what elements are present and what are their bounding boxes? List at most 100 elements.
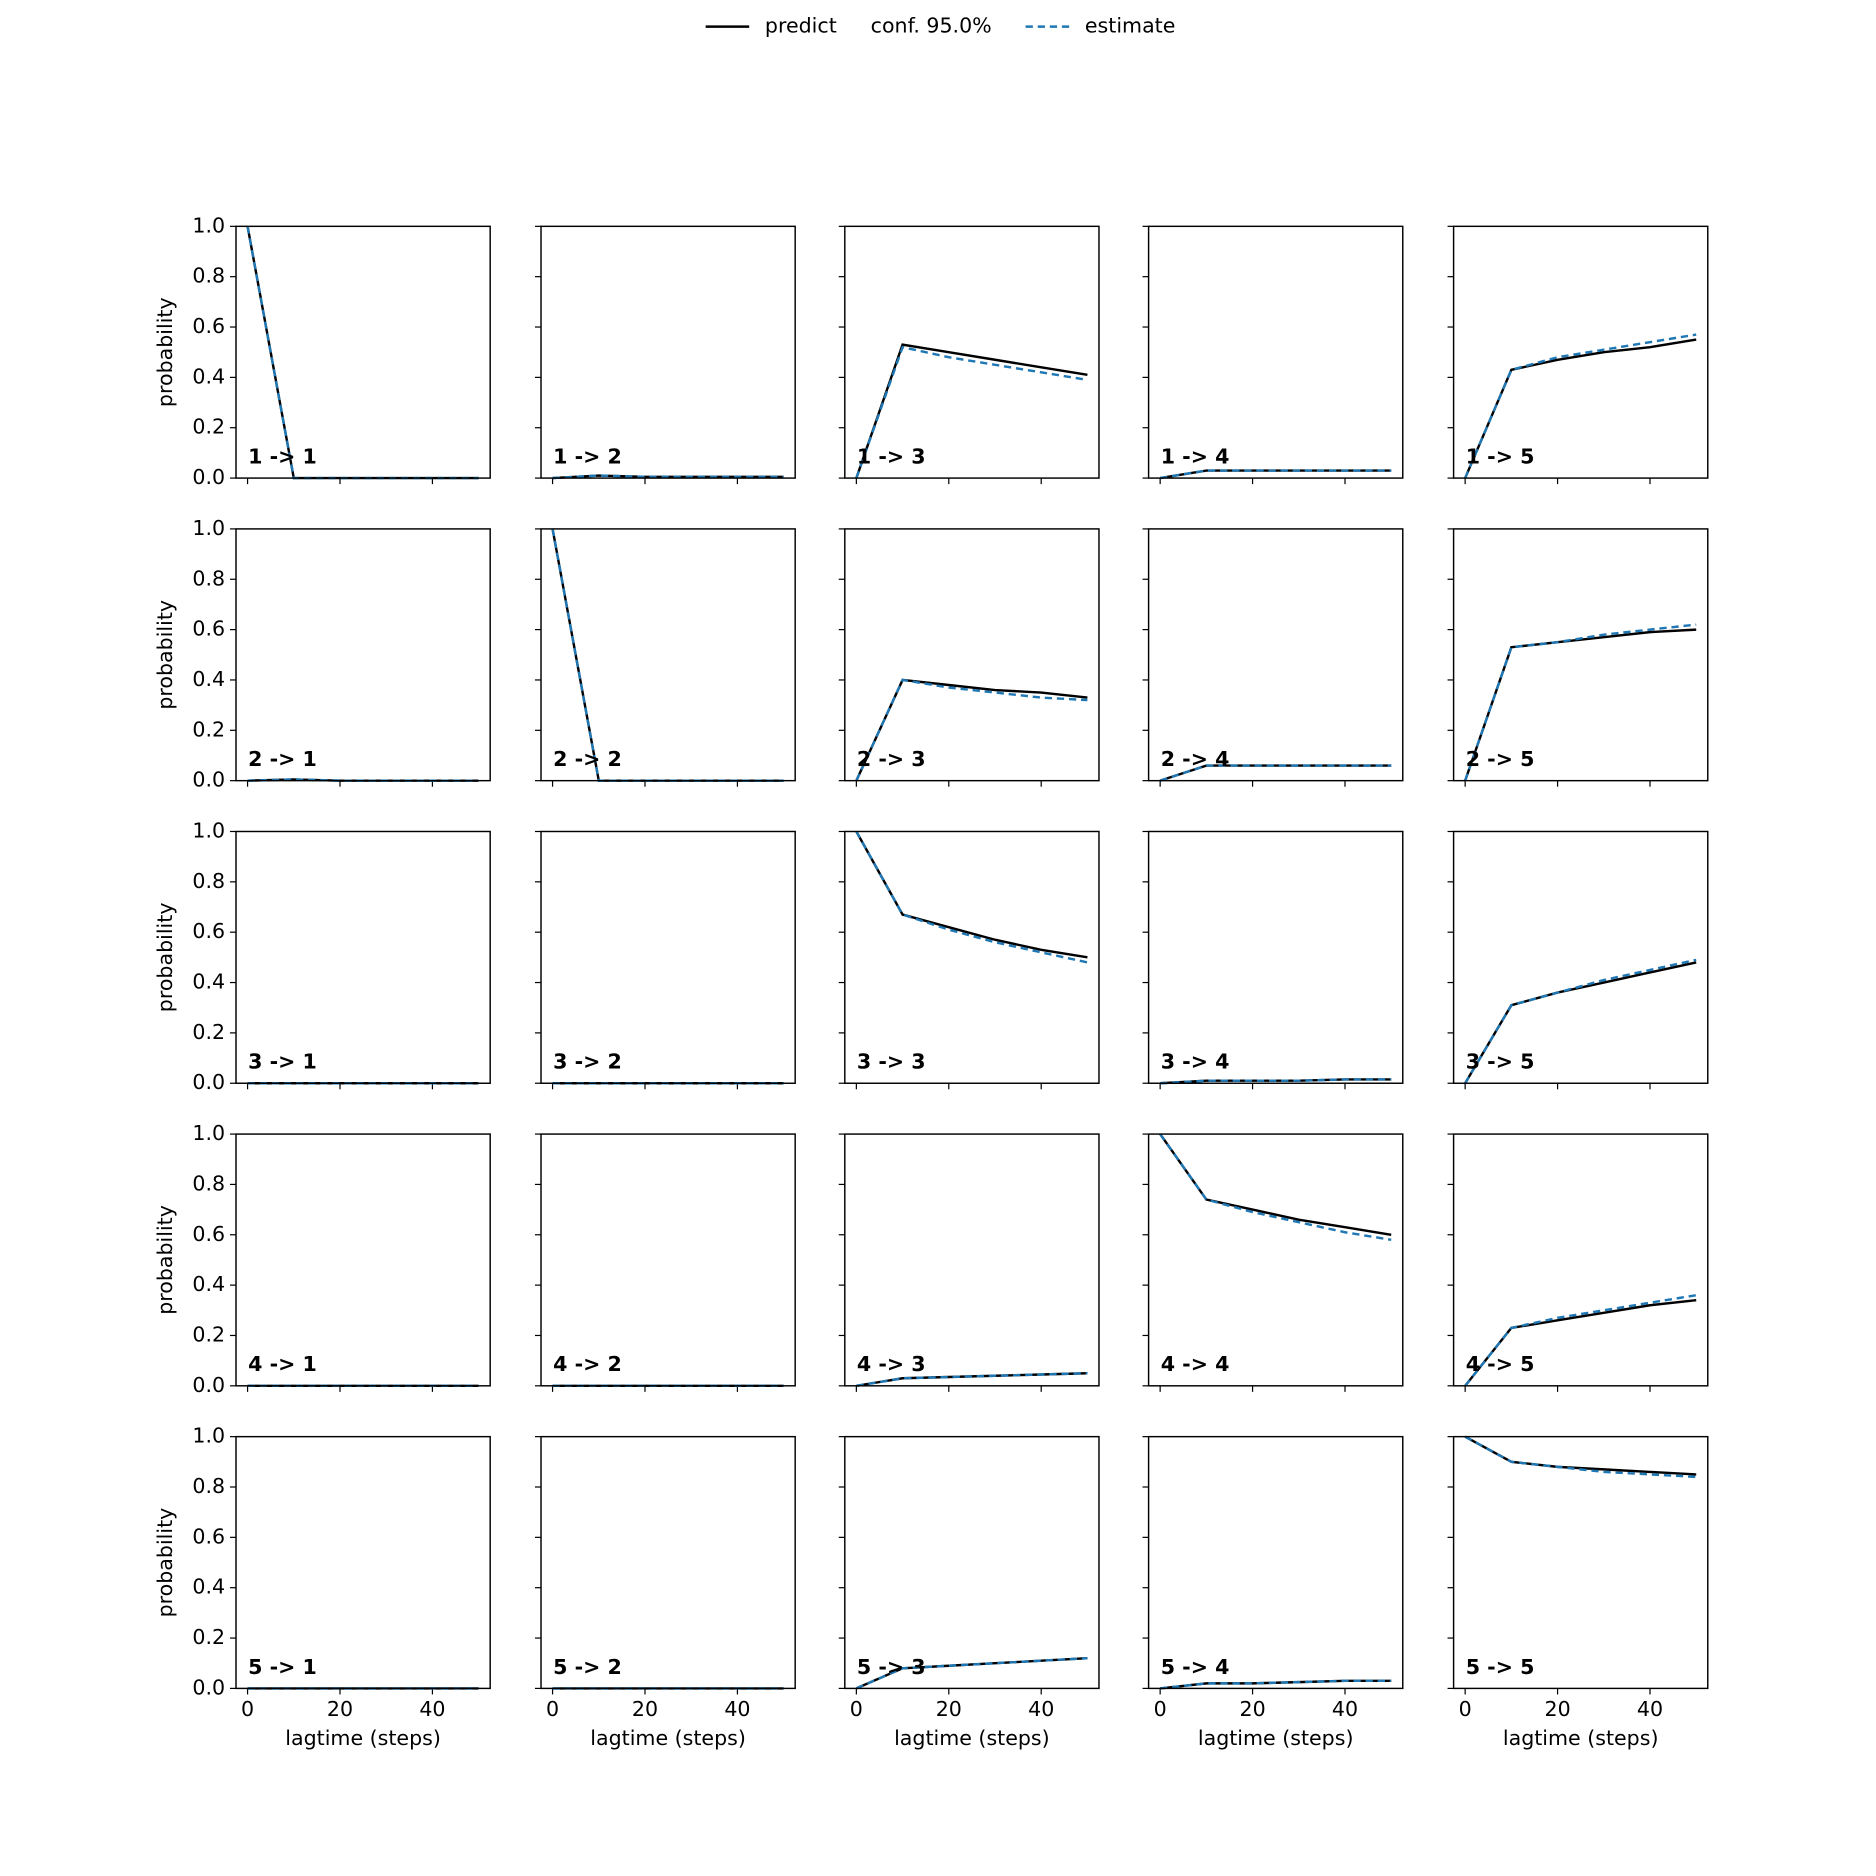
predict-line <box>855 343 1088 479</box>
panel-title: 3 -> 4 <box>1161 1050 1230 1074</box>
axes-frame <box>540 1435 796 1690</box>
axes-frame <box>1452 225 1709 479</box>
y-axis-label: probability <box>153 903 177 1013</box>
axes-frame <box>235 1133 491 1387</box>
axes-frame <box>844 1133 1100 1387</box>
y-tick-label: 0.4 <box>192 364 225 388</box>
estimate-line <box>1159 1133 1392 1242</box>
axes-frame <box>844 1435 1100 1690</box>
y-tick-label: 0.6 <box>192 1524 225 1548</box>
y-tick-label: 1.0 <box>192 1424 225 1448</box>
axes-frame <box>844 830 1100 1084</box>
x-axis-label: lagtime (steps) <box>285 1726 441 1750</box>
estimate-line <box>1159 764 1392 782</box>
estimate-line <box>856 1372 1088 1388</box>
x-tick-label: 40 <box>1637 1697 1663 1721</box>
panel-title: 1 -> 1 <box>248 445 317 469</box>
x-tick-label: 20 <box>327 1697 353 1721</box>
predict-line <box>1464 1435 1697 1476</box>
panel-title: 5 -> 2 <box>553 1655 622 1679</box>
axes-frame <box>540 1133 796 1387</box>
panel-title: 3 -> 2 <box>553 1050 622 1074</box>
y-tick-label: 0.0 <box>192 1070 225 1094</box>
estimate-line <box>855 1656 1088 1690</box>
panel-title: 4 -> 2 <box>553 1352 622 1376</box>
axes-frame <box>1452 528 1709 782</box>
y-tick-label: 0.6 <box>192 1222 225 1246</box>
y-tick-label: 1.0 <box>192 818 225 842</box>
axes-frame <box>1147 528 1404 782</box>
estimate-line <box>855 678 1088 782</box>
y-tick-label: 0.0 <box>192 768 225 792</box>
x-tick-label: 0 <box>241 1697 254 1721</box>
axes-frame <box>1147 1133 1404 1387</box>
y-tick-label: 0.6 <box>192 919 225 943</box>
y-tick-label: 0.2 <box>192 1625 225 1649</box>
predict-line <box>246 226 479 480</box>
estimate-line <box>246 226 479 480</box>
y-tick-label: 0.6 <box>192 617 225 641</box>
panel-title: 5 -> 4 <box>1161 1655 1230 1679</box>
x-tick-label: 40 <box>1332 1697 1358 1721</box>
x-tick-label: 20 <box>1239 1697 1265 1721</box>
y-axis-label: probability <box>153 600 177 710</box>
panel-title: 2 -> 2 <box>553 747 622 771</box>
panel-title: 3 -> 1 <box>248 1050 317 1074</box>
panel-title: 2 -> 3 <box>857 747 926 771</box>
estimate-line <box>1464 623 1697 782</box>
x-tick-label: 0 <box>1154 1697 1167 1721</box>
estimate-line <box>1464 1293 1697 1387</box>
panel-title: 1 -> 4 <box>1161 445 1230 469</box>
x-tick-label: 20 <box>632 1697 658 1721</box>
y-axis-label: probability <box>153 297 177 407</box>
y-tick-label: 0.2 <box>192 1020 225 1044</box>
x-tick-label: 40 <box>419 1697 445 1721</box>
axes-frame <box>1452 1435 1709 1690</box>
axes-frame <box>235 225 491 479</box>
axes-frame <box>844 225 1100 479</box>
y-tick-label: 1.0 <box>192 516 225 540</box>
y-tick-label: 0.0 <box>192 1675 225 1699</box>
y-tick-label: 0.4 <box>192 1575 225 1599</box>
y-tick-label: 0.0 <box>192 465 225 489</box>
panel-title: 3 -> 3 <box>857 1050 926 1074</box>
axes-frame <box>235 1435 491 1690</box>
y-tick-label: 0.6 <box>192 314 225 338</box>
y-tick-label: 1.0 <box>192 213 225 237</box>
x-tick-label: 40 <box>1028 1697 1054 1721</box>
estimate-line <box>552 474 784 480</box>
panel-title: 5 -> 1 <box>248 1655 317 1679</box>
y-tick-label: 0.8 <box>192 566 225 590</box>
x-tick-label: 20 <box>1544 1697 1570 1721</box>
axes-frame <box>844 528 1100 782</box>
legend-label: conf. 95.0% <box>871 14 992 38</box>
axes-frame <box>235 830 491 1084</box>
x-tick-label: 0 <box>546 1697 559 1721</box>
panel-title: 5 -> 3 <box>857 1655 926 1679</box>
y-tick-label: 0.2 <box>192 717 225 741</box>
y-tick-label: 0.4 <box>192 970 225 994</box>
estimate-line <box>1160 1078 1392 1085</box>
panel-title: 2 -> 1 <box>248 747 317 771</box>
y-axis-label: probability <box>153 1508 177 1618</box>
predict-line <box>855 830 1088 959</box>
predict-line <box>1464 628 1697 782</box>
x-axis-label: lagtime (steps) <box>1198 1726 1354 1750</box>
x-tick-label: 20 <box>936 1697 962 1721</box>
panel-title: 5 -> 5 <box>1466 1655 1535 1679</box>
y-tick-label: 0.2 <box>192 1322 225 1346</box>
estimate-line <box>1464 958 1697 1084</box>
y-tick-label: 0.8 <box>192 264 225 288</box>
panel-title: 4 -> 4 <box>1161 1352 1230 1376</box>
y-tick-label: 1.0 <box>192 1121 225 1145</box>
y-tick-label: 0.2 <box>192 415 225 439</box>
panel-title: 4 -> 1 <box>248 1352 317 1376</box>
panel-title: 1 -> 3 <box>857 445 926 469</box>
y-axis-label: probability <box>153 1205 177 1315</box>
axes-frame <box>1452 830 1709 1084</box>
estimate-line <box>1464 333 1697 479</box>
x-tick-label: 40 <box>724 1697 750 1721</box>
axes-frame <box>540 528 796 782</box>
